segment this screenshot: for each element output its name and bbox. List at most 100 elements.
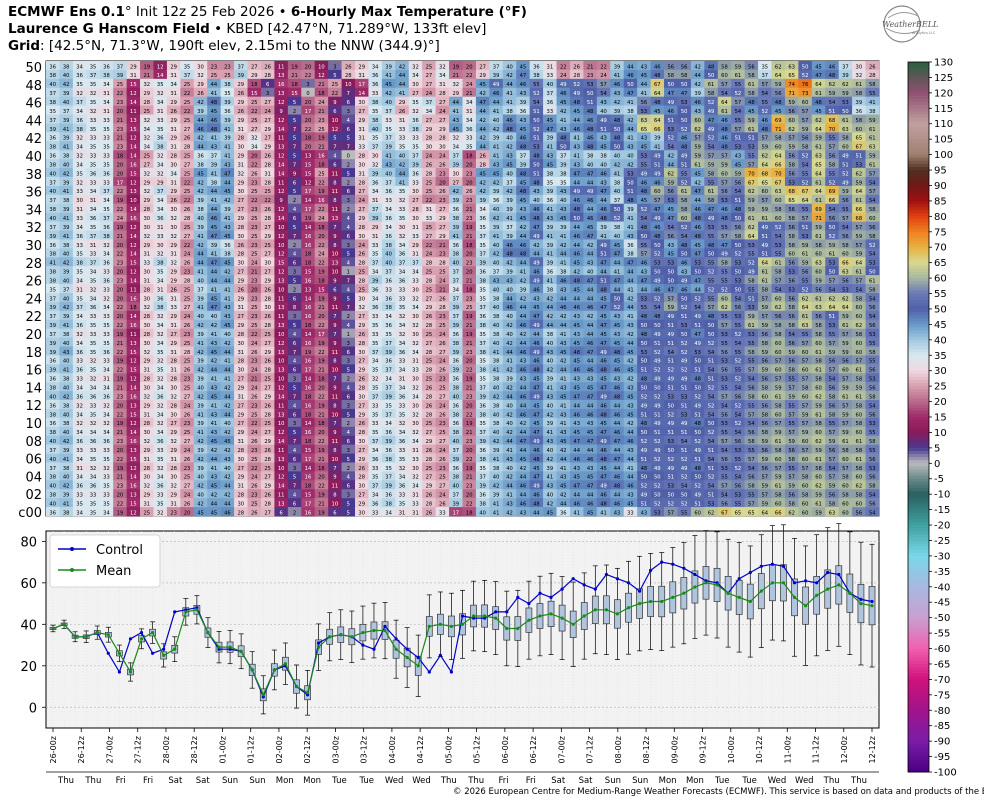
- heatmap-cell-value: 38: [452, 341, 459, 347]
- heatmap-cell-value: 51: [654, 162, 661, 168]
- heatmap-cell-value: 51: [708, 359, 715, 365]
- heatmap-cell-value: 16: [305, 243, 312, 249]
- heatmap-cell: [274, 69, 289, 80]
- heatmap-cell-value: 23: [251, 278, 258, 284]
- heatmap-cell-value: 37: [103, 216, 110, 222]
- heatmap-cell-value: 55: [708, 278, 715, 284]
- heatmap-cell: [569, 61, 584, 71]
- heatmap-cell: [596, 123, 611, 133]
- heatmap-cell-value: 21: [439, 243, 446, 249]
- heatmap-cell-value: 39: [63, 118, 70, 124]
- heatmap-cell-value: 53: [735, 314, 742, 320]
- heatmap-cell-value: 22: [251, 198, 258, 204]
- heatmap-cell-value: 3: [266, 91, 269, 97]
- heatmap-cell: [274, 105, 289, 115]
- heatmap-cell-value: 16: [305, 403, 312, 409]
- heatmap-cell: [274, 96, 289, 106]
- heatmap-cell: [811, 69, 826, 80]
- heatmap-cell-value: 36: [399, 278, 406, 284]
- heatmap-cell: [825, 69, 839, 80]
- heatmap-cell-value: 46: [560, 305, 567, 311]
- heatmap-cell: [650, 61, 665, 71]
- heatmap-cell-value: 60: [788, 252, 795, 258]
- heatmap-cell-value: 35: [479, 243, 486, 249]
- heatmap-cell-value: 21: [117, 386, 124, 392]
- heatmap-cell-value: 51: [667, 359, 674, 365]
- heatmap-cell-value: 36: [385, 323, 392, 329]
- heatmap-cell-value: 21: [439, 287, 446, 293]
- heatmap-cell-value: 17: [318, 332, 325, 338]
- heatmap-cell-value: 36: [479, 314, 486, 320]
- heatmap-cell: [664, 168, 678, 178]
- heatmap-cell-value: 46: [614, 82, 621, 88]
- heatmap-cell-value: 23: [466, 171, 473, 177]
- heatmap-cell-value: 41: [493, 154, 500, 160]
- heatmap-cell-value: 29: [170, 100, 177, 106]
- heatmap-cell-value: 34: [399, 341, 406, 347]
- heatmap-cell-value: 43: [627, 234, 634, 240]
- heatmap-cell-value: 52: [708, 386, 715, 392]
- heatmap-cell-value: 47: [614, 278, 621, 284]
- heatmap-cell-value: 47: [587, 394, 594, 400]
- heatmap-cell: [381, 168, 396, 178]
- heatmap-cell-value: 7: [333, 145, 336, 151]
- heatmap-cell-value: 14: [305, 296, 312, 302]
- heatmap-cell: [569, 69, 584, 80]
- heatmap-cell: [207, 150, 221, 160]
- heatmap-cell: [637, 159, 651, 169]
- heatmap-cell: [126, 69, 141, 80]
- heatmap-cell-value: 53: [788, 287, 795, 293]
- heatmap-cell-value: 25: [251, 412, 258, 418]
- heatmap-cell-value: 62: [721, 305, 728, 311]
- heatmap-cell-value: 35: [157, 368, 164, 374]
- heatmap-cell-value: 25: [184, 296, 191, 302]
- heatmap-cell-value: 17: [305, 368, 312, 374]
- heatmap-cell: [583, 150, 598, 160]
- heatmap-cell-value: 39: [627, 207, 634, 213]
- heatmap-cell-value: 37: [479, 252, 486, 258]
- heatmap-cell-value: 29: [358, 323, 365, 329]
- heatmap-cell: [462, 132, 477, 142]
- heatmap-cell-value: 38: [49, 207, 56, 213]
- heatmap-cell-value: 55: [721, 270, 728, 276]
- heatmap-cell-value: 51: [600, 127, 607, 133]
- heatmap-cell-value: 36: [103, 225, 110, 231]
- heatmap-cell-value: 6: [293, 296, 296, 302]
- heatmap-cell-value: 52: [708, 270, 715, 276]
- heatmap-cell-value: 23: [224, 64, 231, 70]
- heatmap-cell-value: 38: [614, 225, 621, 231]
- heatmap-cell: [247, 132, 262, 142]
- heatmap-cell-value: 59: [802, 261, 809, 267]
- heatmap-cell-value: 19: [466, 225, 473, 231]
- heatmap-cell-value: 54: [721, 403, 728, 409]
- heatmap-cell-value: 37: [197, 287, 204, 293]
- heatmap-cell-value: 25: [143, 109, 150, 115]
- heatmap-cell-value: 7: [347, 91, 350, 97]
- heatmap-cell-value: 28: [170, 359, 177, 365]
- heatmap-cell-value: 18: [305, 394, 312, 400]
- heatmap-cell-value: 29: [170, 118, 177, 124]
- heatmap-cell-value: 27: [143, 162, 150, 168]
- heatmap-cell-value: 58: [681, 198, 688, 204]
- heatmap-cell-value: 47: [614, 252, 621, 258]
- heatmap-cell-value: 30: [238, 341, 245, 347]
- heatmap-cell: [637, 123, 651, 133]
- heatmap-cell: [583, 185, 598, 196]
- heatmap-cell: [355, 87, 369, 97]
- heatmap-cell-value: 35: [412, 145, 419, 151]
- heatmap-cell: [489, 69, 504, 80]
- heatmap-cell-value: 34: [385, 225, 392, 231]
- heatmap-cell: [234, 132, 248, 142]
- heatmap-cell: [744, 141, 759, 151]
- heatmap-cell: [180, 150, 195, 160]
- heatmap-cell-value: 42: [63, 305, 70, 311]
- heatmap-cell-value: 39: [385, 64, 392, 70]
- heatmap-cell-value: 34: [143, 145, 150, 151]
- heatmap-cell-value: 25: [184, 154, 191, 160]
- heatmap-cell: [449, 168, 463, 178]
- heatmap-cell-value: 44: [506, 394, 513, 400]
- heatmap-cell: [596, 87, 611, 97]
- heatmap-cell-value: 38: [627, 109, 634, 115]
- heatmap-cell-value: 55: [708, 180, 715, 186]
